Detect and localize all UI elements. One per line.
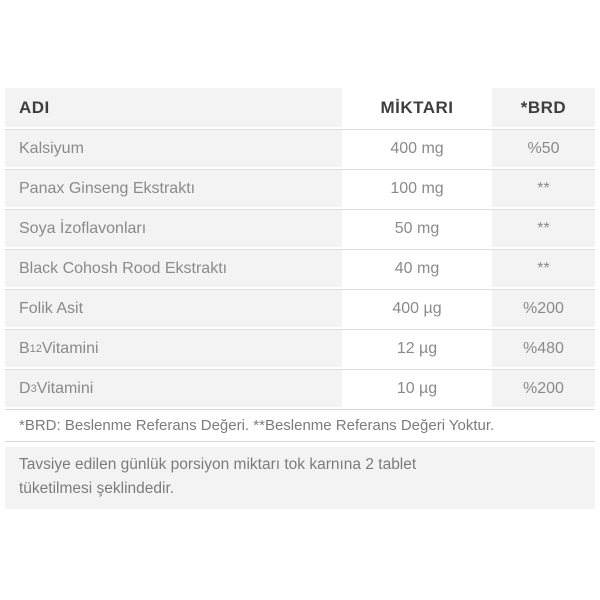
ingredient-name-cell: Panax Ginseng Ekstraktı	[5, 170, 342, 207]
brd-cell: %50	[492, 130, 595, 167]
brd-footnote: *BRD: Beslenme Referans Değeri. **Beslen…	[5, 409, 595, 442]
amount-cell: 40 mg	[342, 250, 492, 287]
table-row: Kalsiyum 400 mg %50	[5, 129, 595, 167]
header-brd: *BRD	[492, 88, 595, 127]
amount-cell: 50 mg	[342, 210, 492, 247]
brd-cell: **	[492, 170, 595, 207]
ingredient-name-cell: Kalsiyum	[5, 130, 342, 167]
usage-note: Tavsiye edilen günlük porsiyon miktarı t…	[5, 447, 595, 509]
brd-cell: **	[492, 210, 595, 247]
table-body: Kalsiyum 400 mg %50 Panax Ginseng Ekstraktı…	[5, 129, 595, 407]
supplement-facts-table: ADI MİKTARI *BRD Kalsiyum 400 mg %50 Panax …	[5, 88, 595, 509]
amount-cell: 10 µg	[342, 370, 492, 407]
ingredient-name-cell: Folik Asit	[5, 290, 342, 327]
header-name: ADI	[5, 88, 342, 127]
table-row: B 12 Vitamini 12 µg %480	[5, 329, 595, 367]
table-header-row: ADI MİKTARI *BRD	[5, 88, 595, 127]
header-amount: MİKTARI	[342, 88, 492, 127]
ingredient-name-cell: Black Cohosh Rood Ekstraktı	[5, 250, 342, 287]
brd-cell: %480	[492, 330, 595, 367]
amount-cell: 400 µg	[342, 290, 492, 327]
ingredient-name-cell: Soya İzoflavonları	[5, 210, 342, 247]
table-row: Soya İzoflavonları 50 mg **	[5, 209, 595, 247]
brd-cell: %200	[492, 290, 595, 327]
table-row: Folik Asit 400 µg %200	[5, 289, 595, 327]
amount-cell: 12 µg	[342, 330, 492, 367]
brd-cell: %200	[492, 370, 595, 407]
amount-cell: 400 mg	[342, 130, 492, 167]
table-row: Panax Ginseng Ekstraktı 100 mg **	[5, 169, 595, 207]
amount-cell: 100 mg	[342, 170, 492, 207]
brd-cell: **	[492, 250, 595, 287]
ingredient-name-cell: B 12 Vitamini	[5, 330, 342, 367]
table-row: Black Cohosh Rood Ekstraktı 40 mg **	[5, 249, 595, 287]
